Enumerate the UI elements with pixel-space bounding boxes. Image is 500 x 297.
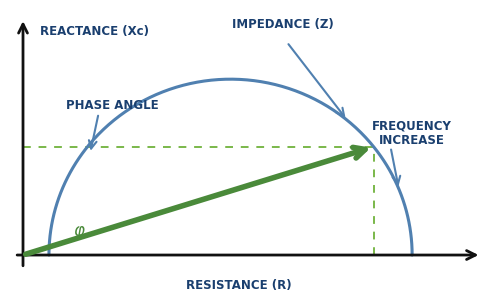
Text: FREQUENCY
INCREASE: FREQUENCY INCREASE [372,119,452,147]
Text: φ: φ [72,222,84,240]
Text: PHASE ANGLE: PHASE ANGLE [66,99,159,113]
Text: RESISTANCE (R): RESISTANCE (R) [186,279,292,292]
Text: IMPEDANCE (Z): IMPEDANCE (Z) [232,18,334,31]
Text: REACTANCE (Xc): REACTANCE (Xc) [40,25,150,38]
